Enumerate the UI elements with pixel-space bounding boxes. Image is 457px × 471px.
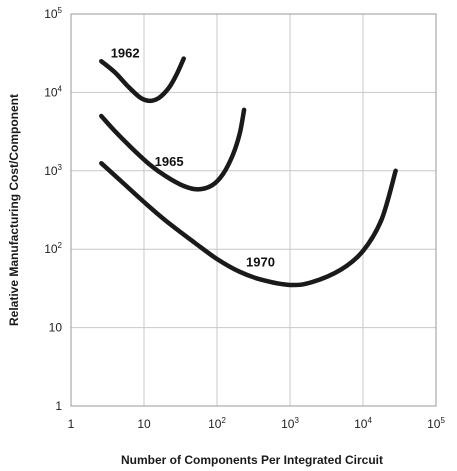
y-tick-label: 104 [44,84,62,99]
series-line-1970 [99,160,398,288]
series-line-1965 [99,107,247,192]
series-label-1970: 1970 [246,255,275,270]
series-lines [99,56,398,288]
x-tick-label: 1 [68,417,75,431]
y-axis-title: Relative Manufacturing Cost/Component [7,94,21,326]
x-tick-label: 10 [137,417,151,431]
x-tick-label: 104 [354,416,372,431]
x-tick-label: 102 [208,416,226,431]
y-tick-label: 103 [44,163,62,178]
y-tick-label: 105 [44,6,62,21]
y-tick-label: 10 [49,321,63,335]
series-labels: 1962 1965 1970 [111,45,275,269]
y-tick-label: 102 [44,241,62,256]
series-label-1962: 1962 [111,45,140,60]
grid [71,14,436,406]
y-axis-ticks: 1 10 102 103 104 105 [44,6,62,413]
x-tick-label: 103 [281,416,299,431]
x-axis-ticks: 1 10 102 103 104 105 [68,416,446,431]
series-label-1965: 1965 [155,154,184,169]
x-tick-label: 105 [427,416,445,431]
plot-frame [70,13,437,407]
series-line-1962 [99,56,186,104]
y-tick-label: 1 [55,399,62,413]
x-axis-title: Number of Components Per Integrated Circ… [121,453,383,467]
